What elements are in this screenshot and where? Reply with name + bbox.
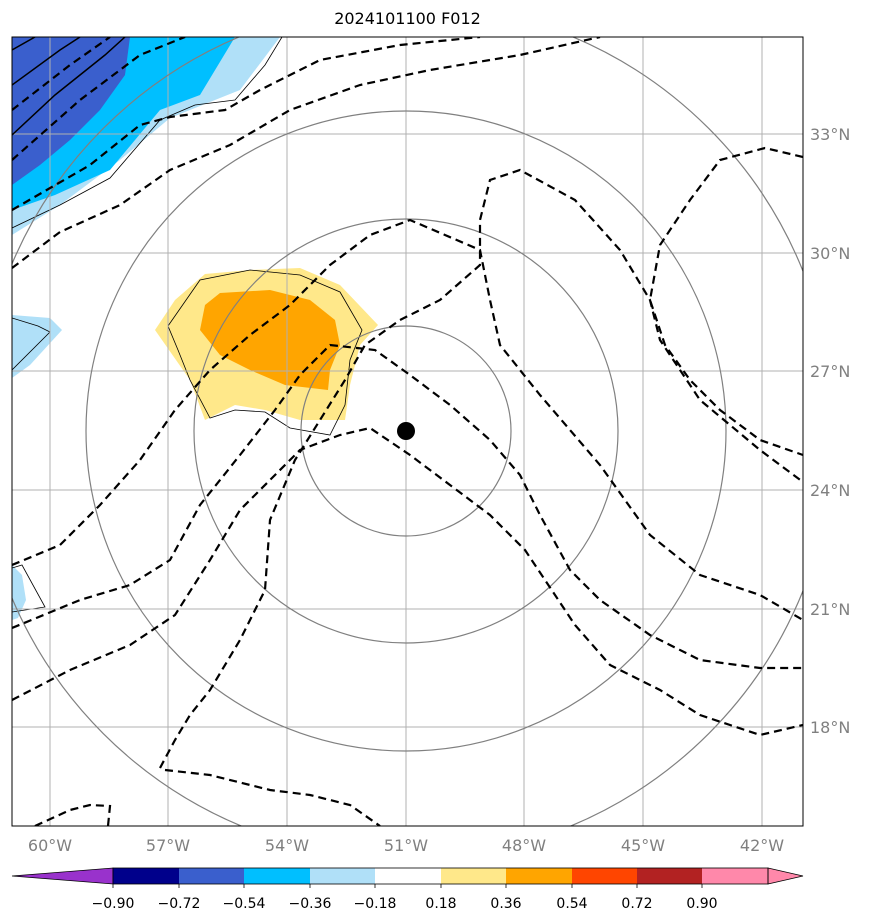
colorbar-extend-low [11, 867, 114, 885]
map-plot-area [12, 37, 803, 826]
lon-label: 42°W [740, 836, 784, 855]
colorbar-bin [702, 868, 768, 884]
graticule [12, 37, 803, 826]
map-frame [11, 36, 804, 827]
colorbar: −0.90 −0.72 −0.54 −0.36 −0.18 0.18 0.36 … [11, 867, 804, 912]
lat-label: 21°N [810, 600, 850, 619]
colorbar-tick-label: 0.18 [425, 896, 456, 912]
lat-label: 33°N [810, 125, 850, 144]
lat-label: 30°N [810, 244, 850, 263]
colorbar-tick-label: 0.72 [621, 896, 652, 912]
colorbar-bin [572, 868, 637, 884]
lon-label: 51°W [384, 836, 428, 855]
negative-outline [12, 37, 283, 229]
colorbar-bin [506, 868, 572, 884]
colorbar-bin [441, 868, 506, 884]
colorbar-frame [112, 867, 769, 885]
colorbar-tick-label: −0.18 [354, 896, 397, 912]
colorbar-bin [113, 868, 179, 884]
colorbar-tick-label: 0.36 [490, 896, 521, 912]
colorbar-bin [244, 868, 310, 884]
lon-label: 45°W [621, 836, 665, 855]
colorbar-tick-label: −0.72 [158, 896, 201, 912]
solid-contours [12, 37, 126, 136]
lon-label: 57°W [146, 836, 190, 855]
colorbar-bin [375, 868, 441, 884]
colorbar-bin [310, 868, 375, 884]
colorbar-tick-label: 0.54 [556, 896, 587, 912]
storm-center-marker [397, 422, 415, 440]
colorbar-ticks [112, 884, 703, 888]
colorbar-bin [637, 868, 702, 884]
lat-label: 18°N [810, 718, 850, 737]
range-rings [12, 37, 803, 826]
lon-label: 60°W [28, 836, 72, 855]
lat-label: 27°N [810, 362, 850, 381]
map-title: 2024101100 F012 [334, 9, 481, 28]
negative-field-left [12, 315, 62, 378]
negative-field-dark [12, 37, 130, 185]
lon-label: 54°W [265, 836, 309, 855]
lat-label: 24°N [810, 481, 850, 500]
lon-axis-labels: 60°W 57°W 54°W 51°W 48°W 45°W 42°W [28, 836, 784, 855]
lat-axis-labels: 33°N 30°N 27°N 24°N 21°N 18°N [810, 125, 850, 737]
dashed-contours [12, 37, 803, 826]
colorbar-tick-label: −0.36 [289, 896, 332, 912]
negative-outline-left [12, 317, 51, 371]
positive-field-orange [200, 290, 340, 390]
colorbar-tick-label: −0.54 [223, 896, 266, 912]
positive-outline [167, 269, 363, 436]
colorbar-extend-high [767, 867, 804, 885]
colorbar-tick-label: 0.90 [686, 896, 717, 912]
colorbar-tick-label: −0.90 [92, 896, 135, 912]
lon-label: 48°W [502, 836, 546, 855]
colorbar-bin [179, 868, 244, 884]
